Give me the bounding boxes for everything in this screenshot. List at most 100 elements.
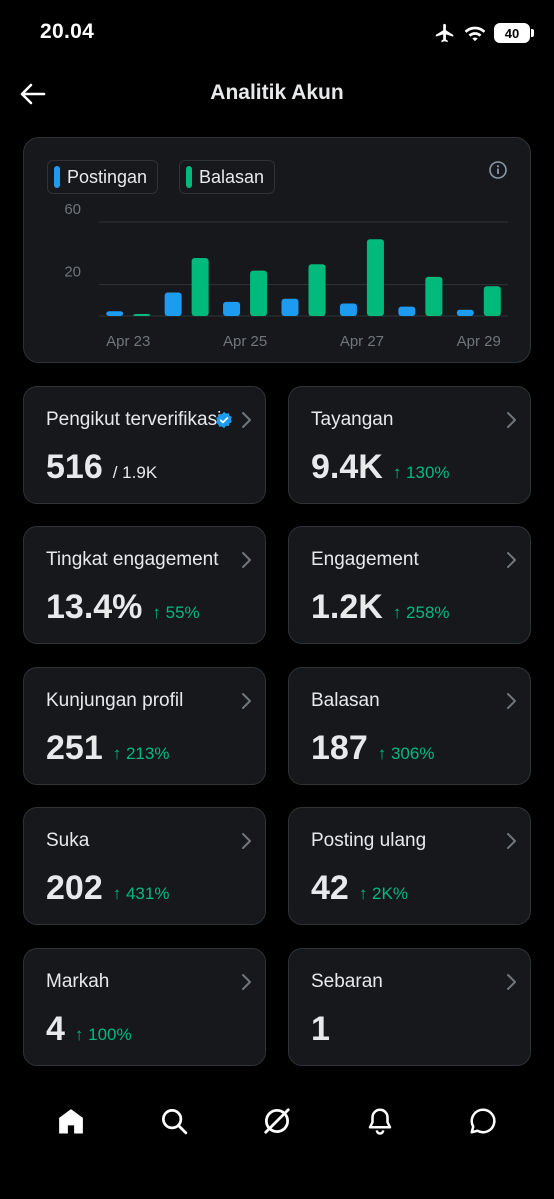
- bar-balasan-apr-29: [483, 286, 501, 316]
- y-tick-label: 60: [64, 201, 81, 218]
- bottom-nav: [0, 1086, 554, 1156]
- metric-value-row: 9.4K ↑ 130%: [311, 448, 450, 487]
- bar-balasan-apr-24: [191, 258, 209, 316]
- metric-change: ↑ 431%: [112, 884, 170, 903]
- metric-value-row: 1.2K ↑ 258%: [311, 588, 450, 627]
- metric-change: ↑ 100%: [74, 1025, 132, 1044]
- bar-postingan-apr-24: [164, 292, 182, 316]
- nav-notifications[interactable]: [355, 1096, 405, 1146]
- metric-change: ↑ 2K%: [358, 884, 408, 903]
- nav-grok[interactable]: [252, 1096, 302, 1146]
- metric-label: Engagement: [311, 549, 419, 570]
- metric-value: 516: [46, 448, 103, 486]
- header: Analitik Akun: [0, 66, 554, 122]
- metric-change: ↑ 130%: [392, 463, 450, 482]
- bar-postingan-apr-27: [339, 303, 357, 316]
- notifications-icon: [368, 1108, 392, 1135]
- info-icon[interactable]: [488, 160, 508, 180]
- metric-change: ↑ 213%: [112, 744, 170, 763]
- metric-label: Markah: [46, 971, 110, 992]
- chart-card: Postingan Balasan 60 20 Apr 23 Apr 25 Apr 27…: [23, 137, 531, 363]
- chevron-right-icon: [507, 693, 516, 709]
- metric-card-engagement[interactable]: Engagement 1.2K ↑ 258%: [288, 526, 531, 644]
- metric-card-balasan[interactable]: Balasan 187 ↑ 306%: [288, 667, 531, 785]
- metric-value: 9.4K: [311, 448, 383, 486]
- legend-balasan[interactable]: Balasan: [179, 160, 276, 194]
- metric-label: Sebaran: [311, 971, 383, 992]
- battery-level: 40: [504, 25, 520, 41]
- legend-balasan-label: Balasan: [199, 166, 265, 187]
- metric-card-pengikut-terverifikasi[interactable]: Pengikut terverifikasi 516 / 1.9K: [23, 386, 266, 504]
- status-bar: 20.04 40: [0, 0, 554, 66]
- bar-balasan-apr-25: [250, 270, 268, 316]
- airplane-icon: [435, 23, 454, 43]
- nav-home[interactable]: [46, 1096, 96, 1146]
- chevron-right-icon: [242, 412, 251, 428]
- metric-value-row: 1: [311, 1010, 330, 1049]
- metric-value: 13.4%: [46, 588, 143, 626]
- metric-label: Tayangan: [311, 409, 394, 430]
- metric-card-suka[interactable]: Suka 202 ↑ 431%: [23, 807, 266, 925]
- x-tick-label: Apr 27: [340, 333, 384, 350]
- bar-balasan-apr-27: [366, 239, 384, 316]
- legend-postingan-label: Postingan: [67, 166, 148, 187]
- metric-value: 42: [311, 869, 349, 907]
- metric-card-markah[interactable]: Markah 4 ↑ 100%: [23, 948, 266, 1066]
- chevron-right-icon: [242, 974, 251, 990]
- metric-label: Suka: [46, 830, 90, 851]
- legend-postingan[interactable]: Postingan: [47, 160, 159, 194]
- chevron-right-icon: [507, 412, 516, 428]
- bar-postingan-apr-26: [281, 298, 299, 316]
- metric-value: 4: [46, 1010, 65, 1048]
- bar-postingan-apr-25: [223, 301, 241, 316]
- home-icon: [59, 1109, 84, 1134]
- metric-label: Pengikut terverifikasi: [46, 409, 222, 430]
- nav-search[interactable]: [149, 1096, 199, 1146]
- metric-value-row: 187 ↑ 306%: [311, 729, 434, 768]
- chevron-right-icon: [507, 833, 516, 849]
- metric-label: Posting ulang: [311, 830, 427, 851]
- metric-label: Balasan: [311, 690, 380, 711]
- page-title: Analitik Akun: [210, 81, 344, 104]
- metric-change: ↑ 258%: [392, 603, 450, 622]
- metric-value-row: 516 / 1.9K: [46, 448, 157, 487]
- metric-label: Tingkat engagement: [46, 549, 219, 570]
- arrow-left-icon: [20, 83, 46, 105]
- search-icon: [162, 1109, 188, 1135]
- chevron-right-icon: [242, 833, 251, 849]
- nav-messages[interactable]: [458, 1096, 508, 1146]
- x-tick-label: Apr 29: [457, 333, 501, 350]
- metric-card-tingkat-engagement[interactable]: Tingkat engagement 13.4% ↑ 55%: [23, 526, 266, 644]
- status-time: 20.04: [40, 20, 95, 43]
- wifi-icon: [464, 26, 486, 42]
- bar-postingan-apr-23: [106, 311, 124, 316]
- battery-icon: 40: [494, 23, 534, 43]
- status-icons: 40: [434, 22, 534, 44]
- bar-balasan-apr-28: [425, 276, 443, 316]
- metric-total: / 1.9K: [112, 463, 158, 482]
- metric-card-kunjungan-profil[interactable]: Kunjungan profil 251 ↑ 213%: [23, 667, 266, 785]
- bar-balasan-apr-23: [133, 314, 151, 316]
- chevron-right-icon: [242, 552, 251, 568]
- chevron-right-icon: [507, 552, 516, 568]
- grok-icon: [264, 1108, 290, 1134]
- metric-value: 187: [311, 729, 368, 767]
- metric-value: 251: [46, 729, 103, 767]
- metric-value: 202: [46, 869, 103, 907]
- metric-label: Kunjungan profil: [46, 690, 184, 711]
- metric-value-row: 4 ↑ 100%: [46, 1010, 132, 1049]
- bar-chart: 60 20 Apr 23 Apr 25 Apr 27 Apr 29: [64, 201, 508, 350]
- metric-value: 1.2K: [311, 588, 383, 626]
- x-tick-label: Apr 23: [106, 333, 150, 350]
- chevron-right-icon: [242, 693, 251, 709]
- metric-card-posting-ulang[interactable]: Posting ulang 42 ↑ 2K%: [288, 807, 531, 925]
- legend-balasan-swatch: [186, 166, 192, 188]
- metric-card-tayangan[interactable]: Tayangan 9.4K ↑ 130%: [288, 386, 531, 504]
- metric-change: ↑ 306%: [377, 744, 435, 763]
- back-button[interactable]: [18, 80, 48, 108]
- metric-card-sebaran[interactable]: Sebaran 1: [288, 948, 531, 1066]
- metric-value-row: 251 ↑ 213%: [46, 729, 169, 768]
- metric-change: ↑ 55%: [152, 603, 200, 622]
- messages-icon: [470, 1108, 496, 1134]
- metric-value-row: 202 ↑ 431%: [46, 869, 169, 908]
